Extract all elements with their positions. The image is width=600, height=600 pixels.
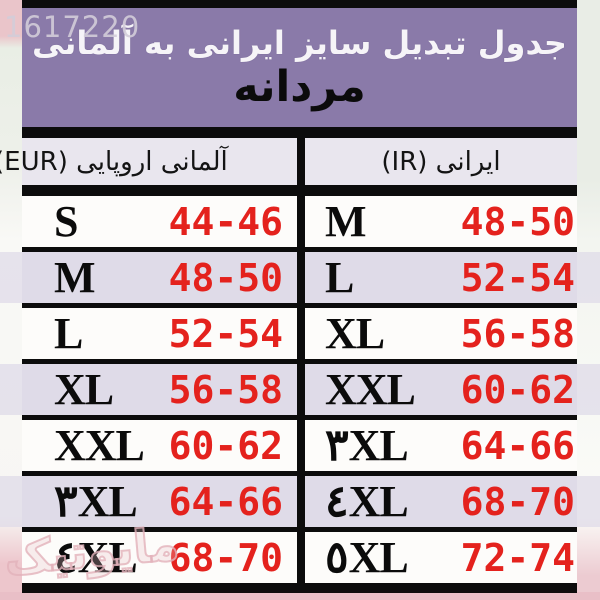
row-separator bbox=[22, 415, 577, 420]
column-divider bbox=[297, 420, 305, 471]
ir-size-range: 68-70 bbox=[460, 479, 575, 524]
eur-size-label: ٣XL bbox=[54, 476, 138, 526]
column-divider bbox=[297, 532, 305, 583]
eur-size-range: 44-46 bbox=[168, 199, 283, 244]
eur-cell: S 44-46 bbox=[22, 196, 297, 247]
row-separator bbox=[22, 359, 577, 364]
ir-size-label: L bbox=[325, 252, 354, 302]
ir-size-label: XXL bbox=[325, 364, 416, 414]
ir-size-range: 56-58 bbox=[460, 311, 575, 356]
eur-cell: XL 56-58 bbox=[22, 364, 297, 415]
eur-size-range: 64-66 bbox=[168, 479, 283, 524]
table-border-top bbox=[22, 0, 577, 8]
size-table-body: S 44-46 M 48-50 M 48-50 L 52-54 L 52-54 XL 56-58 XL 5… bbox=[22, 196, 577, 583]
ir-size-label: ٣XL bbox=[325, 420, 409, 470]
eur-size-label: M bbox=[54, 252, 96, 302]
scan-margin-bottom bbox=[0, 592, 600, 600]
ir-size-label: M bbox=[325, 196, 367, 246]
column-header-eur: آلمانی اروپایی (EUR) bbox=[0, 138, 297, 185]
eur-size-range: 48-50 bbox=[168, 255, 283, 300]
column-header-row: آلمانی اروپایی (EUR) ایرانی (IR) bbox=[0, 138, 577, 185]
eur-size-label: ٤XL bbox=[54, 532, 138, 582]
eur-cell: ٣XL 64-66 bbox=[22, 476, 297, 527]
row-separator bbox=[22, 527, 577, 532]
eur-cell: XXL 60-62 bbox=[22, 420, 297, 471]
eur-size-range: 68-70 bbox=[168, 535, 283, 580]
size-conversion-table: جدول تبدیل سایز ایرانی به آلمانی مردانه … bbox=[0, 0, 577, 593]
ir-size-label: ٤XL bbox=[325, 476, 409, 526]
row-separator bbox=[22, 247, 577, 252]
eur-cell: M 48-50 bbox=[22, 252, 297, 303]
eur-size-label: XL bbox=[54, 364, 114, 414]
ir-size-range: 52-54 bbox=[460, 255, 575, 300]
column-divider bbox=[297, 138, 305, 185]
table-row: XXL 60-62 ٣XL 64-66 bbox=[22, 420, 577, 471]
ir-size-range: 48-50 bbox=[460, 199, 575, 244]
watermark-id: 1617220 bbox=[4, 10, 141, 44]
divider-line bbox=[22, 185, 577, 196]
eur-size-label: L bbox=[54, 308, 83, 358]
column-header-ir-label: ایرانی (IR) bbox=[381, 146, 501, 177]
column-divider bbox=[297, 196, 305, 247]
eur-size-label: XXL bbox=[54, 420, 145, 470]
divider-line bbox=[22, 127, 577, 138]
ir-cell: M 48-50 bbox=[305, 196, 577, 247]
ir-size-range: 64-66 bbox=[460, 423, 575, 468]
ir-cell: ٥XL 72-74 bbox=[305, 532, 577, 583]
eur-cell: ٤XL 68-70 bbox=[22, 532, 297, 583]
eur-cell: L 52-54 bbox=[22, 308, 297, 359]
column-header-eur-label: آلمانی اروپایی (EUR) bbox=[0, 146, 228, 177]
ir-cell: ٣XL 64-66 bbox=[305, 420, 577, 471]
table-row: M 48-50 L 52-54 bbox=[22, 252, 577, 303]
table-row: ٤XL 68-70 ٥XL 72-74 bbox=[22, 532, 577, 583]
column-divider bbox=[297, 308, 305, 359]
row-separator bbox=[22, 471, 577, 476]
eur-size-label: S bbox=[54, 196, 79, 246]
ir-cell: XL 56-58 bbox=[305, 308, 577, 359]
row-separator bbox=[22, 303, 577, 308]
page-title: جدول تبدیل سایز ایرانی به آلمانی bbox=[32, 24, 567, 63]
column-divider bbox=[297, 364, 305, 415]
column-header-ir: ایرانی (IR) bbox=[305, 138, 577, 185]
ir-cell: L 52-54 bbox=[305, 252, 577, 303]
ir-size-range: 72-74 bbox=[460, 535, 575, 580]
table-row: L 52-54 XL 56-58 bbox=[22, 308, 577, 359]
table-row: XL 56-58 XXL 60-62 bbox=[22, 364, 577, 415]
eur-size-range: 56-58 bbox=[168, 367, 283, 412]
table-row: S 44-46 M 48-50 bbox=[22, 196, 577, 247]
ir-size-label: ٥XL bbox=[325, 532, 409, 582]
eur-size-range: 60-62 bbox=[168, 423, 283, 468]
column-divider bbox=[297, 252, 305, 303]
ir-cell: ٤XL 68-70 bbox=[305, 476, 577, 527]
column-divider bbox=[297, 476, 305, 527]
eur-size-range: 52-54 bbox=[168, 311, 283, 356]
ir-size-label: XL bbox=[325, 308, 385, 358]
page-subtitle: مردانه bbox=[233, 62, 366, 113]
ir-size-range: 60-62 bbox=[460, 367, 575, 412]
table-header-band: جدول تبدیل سایز ایرانی به آلمانی مردانه bbox=[22, 8, 577, 127]
table-border-bottom bbox=[22, 583, 577, 593]
ir-cell: XXL 60-62 bbox=[305, 364, 577, 415]
table-row: ٣XL 64-66 ٤XL 68-70 bbox=[22, 476, 577, 527]
